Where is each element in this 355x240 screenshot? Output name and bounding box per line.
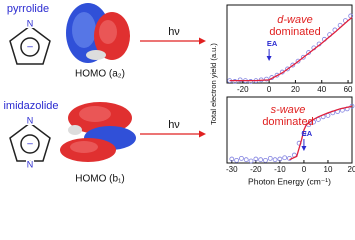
data-point (282, 155, 288, 161)
orbital-label: HOMO (a₂) (75, 69, 125, 80)
atom-label: N (27, 18, 34, 28)
data-point (243, 157, 249, 163)
arrow-label: hν (168, 26, 180, 38)
arrow-label: hν (168, 119, 180, 131)
x-tick-label: 40 (317, 85, 326, 94)
figure: pyrrolide imidazolide N – N N – HOMO (a₂… (3, 3, 355, 186)
annotation: dominated (262, 116, 313, 128)
x-tick-label: 60 (344, 85, 353, 94)
data-point (248, 158, 254, 164)
orbital-label: HOMO (b₁) (75, 174, 124, 185)
data-point (234, 157, 240, 163)
arrow (140, 37, 206, 138)
x-tick-label: -30 (226, 165, 238, 174)
atom-label: N (27, 115, 34, 125)
data-point (229, 156, 235, 162)
data-point (285, 66, 290, 72)
data-point (300, 54, 306, 60)
data-point (272, 157, 278, 163)
x-tick-label: -20 (237, 85, 249, 94)
marker-arrow-head (301, 146, 307, 151)
ring (9, 25, 51, 65)
ring (9, 122, 51, 162)
data-point (239, 155, 244, 161)
marker-arrow-head (266, 56, 272, 61)
data-point (253, 156, 259, 162)
y-axis-label: Total electron yield (a.u.) (209, 43, 218, 125)
molecule-name: pyrrolide (7, 3, 49, 15)
annotation: s-wave (271, 104, 306, 116)
x-tick-label: -10 (274, 165, 286, 174)
x-tick-label: 0 (302, 165, 307, 174)
x-tick-label: -20 (250, 165, 262, 174)
data-point (248, 79, 254, 84)
x-tick-label: 0 (267, 85, 272, 94)
data-point (277, 156, 283, 162)
marker-label: EA (267, 39, 278, 48)
x-tick-label: 20 (291, 85, 300, 94)
fit-line (289, 105, 353, 161)
data-point (290, 62, 296, 68)
orbital-image (66, 3, 130, 63)
molecule-name: imidazolide (3, 100, 58, 112)
x-tick-label: 20 (348, 165, 355, 174)
data-point (258, 157, 264, 163)
marker-label: EA (302, 129, 313, 138)
charge: – (27, 42, 33, 53)
plot-frame (226, 96, 353, 164)
fit-line (229, 16, 353, 82)
data-point (267, 155, 273, 161)
x-axis-label: Photon Energy (cm⁻¹) (248, 176, 331, 186)
data-point (237, 77, 243, 83)
charge: – (27, 139, 33, 150)
data-point (295, 58, 301, 64)
orbital-image (60, 102, 136, 162)
atom-label: N (27, 159, 34, 169)
annotation: d-wave (277, 14, 312, 26)
data-point (264, 76, 269, 82)
x-tick-label: 10 (324, 165, 333, 174)
data-point (263, 157, 268, 163)
annotation: dominated (269, 26, 320, 38)
plot-frame (226, 4, 353, 84)
data-point (232, 79, 238, 84)
